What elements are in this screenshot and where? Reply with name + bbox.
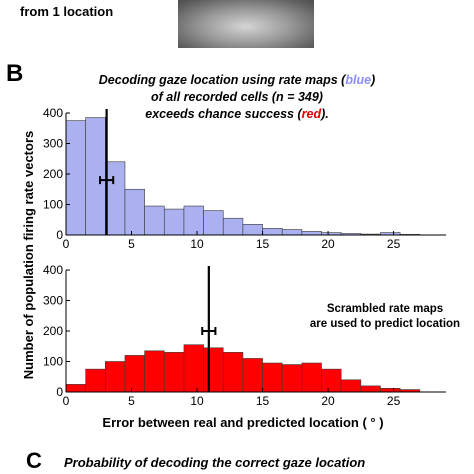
panel-c-letter: C xyxy=(26,448,42,473)
histogram-bar xyxy=(124,188,145,236)
x-tick-label: 25 xyxy=(387,237,401,251)
title-segment: exceeds chance success ( xyxy=(145,107,303,121)
x-tick-label: 25 xyxy=(387,394,401,408)
title-segment: red xyxy=(302,107,322,121)
histogram-bar xyxy=(222,217,244,236)
top-label: from 1 location xyxy=(20,4,114,19)
histogram-bar xyxy=(85,117,106,236)
y-tick-label: 300 xyxy=(43,294,63,308)
histogram-bar xyxy=(242,224,263,236)
y-tick-label: 400 xyxy=(43,106,63,120)
title-segment: of all recorded cells (n = 349) xyxy=(151,90,323,104)
chart-title: Decoding gaze location using rate maps (… xyxy=(99,73,375,121)
histogram-bottom-red: 0 100 200 300 400 0 5 10 15 20 25 xyxy=(43,263,446,408)
y-tick-label: 0 xyxy=(56,385,63,399)
histogram-bar xyxy=(281,364,303,393)
histogram-bar xyxy=(163,352,185,393)
histogram-bar xyxy=(183,344,204,393)
histogram-bar xyxy=(144,205,165,236)
title-segment: blue xyxy=(345,73,371,87)
x-tick-label: 10 xyxy=(190,237,204,251)
x-tick-label: 10 xyxy=(190,394,204,408)
histogram-bar xyxy=(65,120,86,236)
panel-c-title: Probability of decoding the correct gaze… xyxy=(64,455,366,470)
histogram-bar xyxy=(163,208,185,236)
histogram-bar xyxy=(222,352,244,393)
histogram-bar xyxy=(301,231,322,236)
histogram-bar xyxy=(203,210,224,236)
x-tick-label: 0 xyxy=(63,237,70,251)
x-tick-label: 15 xyxy=(256,237,270,251)
x-tick-label: 20 xyxy=(321,394,335,408)
x-tick-label: 20 xyxy=(321,237,335,251)
annotation: Scrambled rate maps are used to predict l… xyxy=(310,303,460,330)
panel-b-letter: B xyxy=(6,60,24,87)
title-segment: ). xyxy=(319,107,329,121)
histogram-bar xyxy=(380,388,401,393)
histogram-bar xyxy=(124,355,145,393)
partial-heatmap-image xyxy=(178,0,314,48)
histogram-bar xyxy=(262,362,283,393)
histogram-bar xyxy=(105,161,126,236)
histogram-bar xyxy=(85,368,106,393)
y-tick-label: 200 xyxy=(43,324,63,338)
title-line: exceeds chance success (red). xyxy=(145,107,328,121)
histogram-bar xyxy=(281,229,303,236)
histogram-bar xyxy=(105,361,126,393)
y-tick-label: 0 xyxy=(56,228,63,242)
title-line: Decoding gaze location using rate maps (… xyxy=(99,73,375,87)
y-axis-label: Number of population firing rate vectors xyxy=(21,131,36,379)
y-tick-label: 100 xyxy=(43,198,63,212)
y-tick-label: 400 xyxy=(43,263,63,277)
annotation-line: Scrambled rate maps xyxy=(327,303,443,315)
histogram-bar xyxy=(301,362,322,393)
histogram-bar xyxy=(144,350,165,393)
histogram-top-blue: 0 100 200 300 400 0 5 10 15 20 25 xyxy=(43,106,446,251)
title-line: of all recorded cells (n = 349) xyxy=(151,90,323,104)
x-tick-label: 0 xyxy=(63,394,70,408)
histogram-bar xyxy=(321,368,342,393)
histogram-bar xyxy=(262,227,283,236)
x-tick-label: 5 xyxy=(128,394,135,408)
histogram-bar xyxy=(340,379,362,393)
histogram-bar xyxy=(65,384,86,393)
annotation-line: are used to predict location xyxy=(310,318,460,330)
y-tick-label: 100 xyxy=(43,355,63,369)
title-segment: ) xyxy=(369,73,375,87)
histogram-bar xyxy=(242,358,263,393)
title-segment: Decoding gaze location using rate maps ( xyxy=(99,73,347,87)
histogram-bar xyxy=(183,205,204,236)
histogram-bar xyxy=(203,347,224,393)
histogram-bar xyxy=(360,385,381,393)
x-tick-label: 15 xyxy=(256,394,270,408)
x-axis-label: Error between real and predicted locatio… xyxy=(102,415,383,430)
y-tick-label: 300 xyxy=(43,137,63,151)
y-tick-label: 200 xyxy=(43,167,63,181)
x-tick-label: 5 xyxy=(128,237,135,251)
